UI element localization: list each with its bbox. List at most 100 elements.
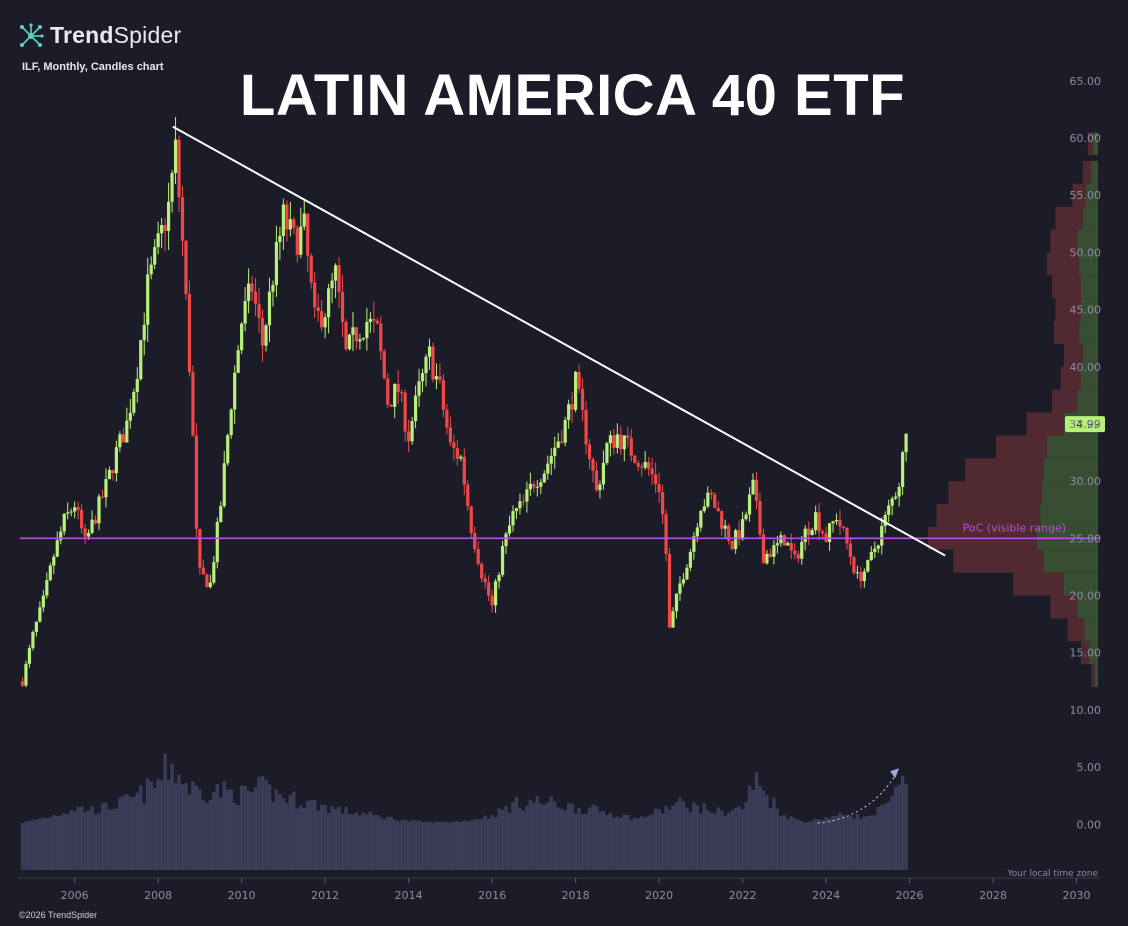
volume-bar bbox=[243, 785, 247, 870]
volume-profile-down-bar bbox=[965, 458, 1044, 482]
volume-profile-up-bar bbox=[1089, 641, 1098, 665]
volume-bar bbox=[368, 811, 373, 870]
candle-body bbox=[160, 225, 164, 234]
volume-bar bbox=[330, 806, 334, 870]
brand-name: TrendSpider bbox=[50, 22, 182, 48]
candle-body bbox=[831, 521, 835, 524]
volume-profile-down-bar bbox=[1050, 229, 1078, 253]
volume-bar bbox=[900, 775, 905, 870]
volume-bar bbox=[674, 802, 679, 870]
y-tick-label: 25.00 bbox=[1070, 532, 1102, 545]
candle-body bbox=[535, 486, 539, 488]
candle-body bbox=[709, 492, 713, 495]
volume-bar bbox=[177, 774, 181, 870]
candle-body bbox=[438, 376, 442, 381]
volume-bar bbox=[312, 800, 317, 870]
volume-bar bbox=[542, 804, 546, 870]
candle-body bbox=[640, 466, 644, 468]
volume-bar bbox=[633, 818, 637, 870]
candle-body bbox=[532, 483, 536, 488]
volume-bar bbox=[163, 753, 167, 870]
candle-body bbox=[800, 541, 804, 559]
volume-bar bbox=[399, 820, 404, 870]
volume-bar bbox=[848, 816, 853, 870]
volume-bar bbox=[615, 816, 620, 870]
candle-body bbox=[775, 543, 779, 546]
volume-bar bbox=[219, 797, 223, 870]
x-tick-label: 2014 bbox=[395, 889, 423, 902]
volume-bar bbox=[448, 822, 453, 870]
volume-bar bbox=[111, 809, 115, 870]
candle-body bbox=[149, 264, 153, 275]
volume-bar bbox=[118, 797, 122, 870]
volume-bar bbox=[810, 820, 814, 870]
volume-bar bbox=[323, 805, 327, 870]
volume-bar bbox=[640, 816, 644, 870]
candle-body bbox=[699, 511, 703, 528]
volume-bar bbox=[650, 814, 654, 870]
candle-body bbox=[264, 325, 268, 346]
candle-body bbox=[344, 321, 348, 350]
volume-bar bbox=[646, 815, 651, 870]
candle-body bbox=[76, 507, 80, 510]
volume-bar bbox=[528, 799, 533, 870]
volume-bar bbox=[473, 819, 477, 870]
candle-body bbox=[184, 240, 188, 295]
volume-bar bbox=[107, 809, 112, 870]
candle-body bbox=[619, 434, 623, 450]
volume-bar bbox=[135, 792, 139, 870]
x-tick-label: 2006 bbox=[61, 889, 89, 902]
candle-body bbox=[615, 434, 619, 448]
volume-bar bbox=[733, 807, 738, 870]
candle-body bbox=[713, 494, 717, 509]
volume-bar bbox=[455, 821, 460, 870]
candle-body bbox=[292, 219, 296, 228]
volume-bar bbox=[191, 781, 195, 870]
candle-body bbox=[365, 322, 369, 339]
volume-bar bbox=[813, 818, 818, 870]
candle-body bbox=[424, 356, 428, 374]
candle-body bbox=[323, 317, 327, 328]
volume-bar bbox=[855, 814, 860, 870]
volume-bar bbox=[601, 811, 606, 870]
volume-bar bbox=[869, 815, 874, 870]
candle-body bbox=[34, 621, 38, 632]
volume-bar bbox=[396, 821, 400, 870]
candle-body bbox=[873, 548, 877, 552]
candle-body bbox=[584, 410, 588, 445]
volume-bar bbox=[208, 800, 213, 870]
candle-body bbox=[313, 282, 317, 308]
volume-profile bbox=[928, 132, 1098, 688]
volume-bar bbox=[295, 808, 300, 870]
candle-body bbox=[897, 486, 901, 497]
volume-profile-down-bar bbox=[1091, 664, 1095, 688]
candle-body bbox=[660, 492, 665, 515]
candle-body bbox=[62, 513, 66, 532]
candle-body bbox=[417, 381, 421, 396]
volume-bar bbox=[257, 776, 261, 870]
candle-body bbox=[473, 533, 477, 550]
candle-body bbox=[191, 372, 195, 436]
poc-label: PoC (visible range) bbox=[963, 521, 1066, 534]
candle-body bbox=[594, 470, 599, 491]
candle-body bbox=[758, 501, 762, 535]
volume-profile-up-bar bbox=[1079, 252, 1098, 276]
volume-bar bbox=[156, 779, 160, 870]
volume-bar bbox=[452, 821, 456, 870]
candle-body bbox=[821, 531, 825, 534]
candle-body bbox=[55, 540, 59, 557]
candle-body bbox=[493, 581, 498, 606]
candle-body bbox=[146, 274, 150, 325]
volume-profile-down-bar bbox=[1072, 183, 1087, 207]
candle-body bbox=[890, 498, 894, 506]
volume-profile-up-bar bbox=[1077, 595, 1098, 619]
volume-bar bbox=[546, 802, 550, 870]
candle-body bbox=[643, 462, 647, 468]
volume-bar bbox=[278, 794, 282, 870]
volume-bar bbox=[692, 802, 696, 870]
volume-bar bbox=[660, 813, 665, 870]
candle-body bbox=[379, 323, 383, 352]
volume-bar bbox=[584, 813, 588, 870]
volume-bar bbox=[688, 812, 693, 870]
